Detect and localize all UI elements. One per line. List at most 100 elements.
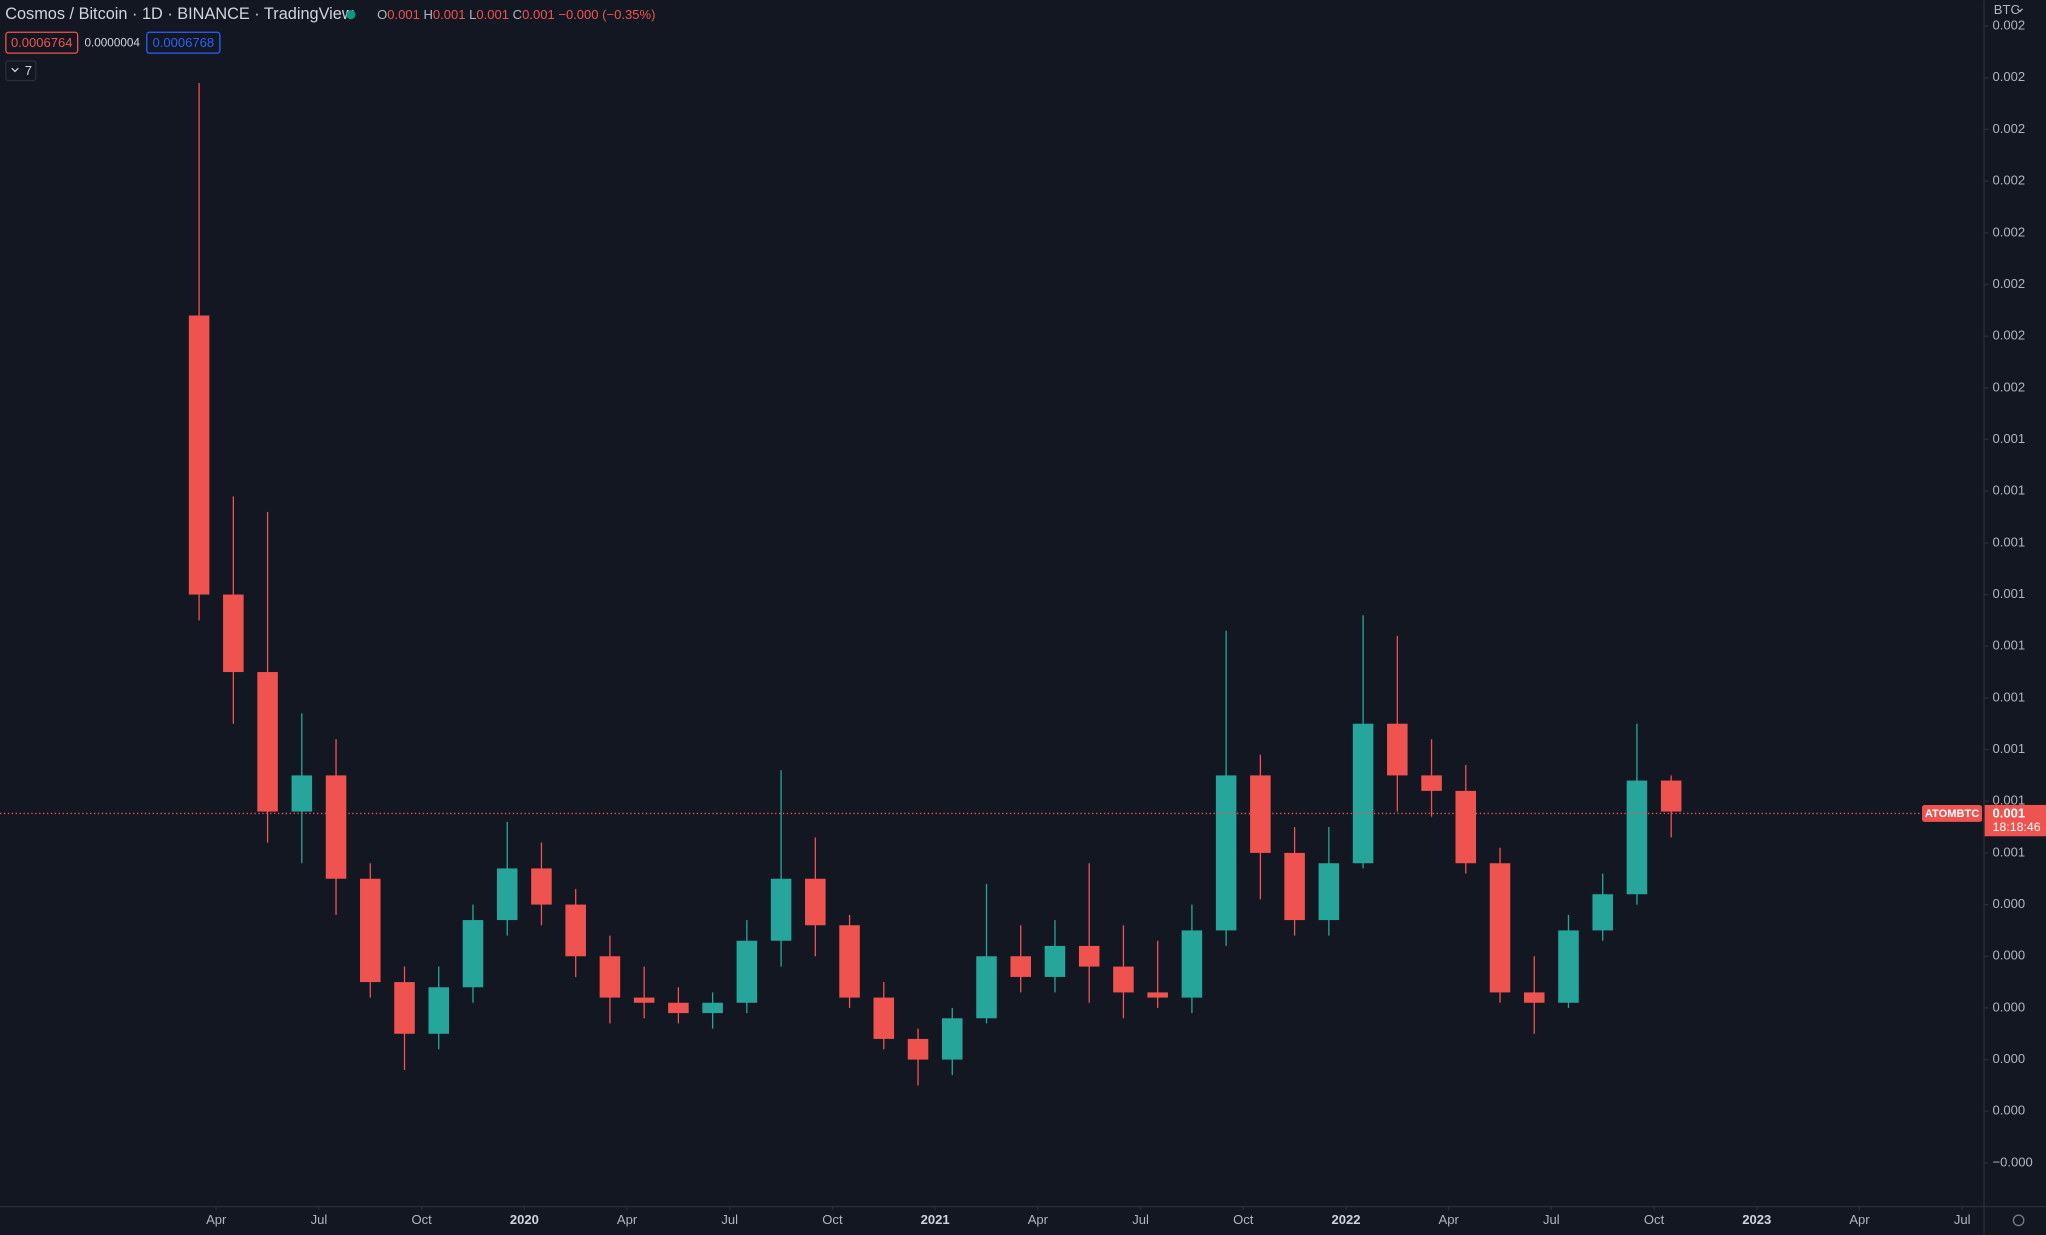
candle-body: [531, 868, 552, 905]
candle-body: [1147, 992, 1168, 998]
candle-body: [1181, 930, 1203, 998]
candle-body: [1078, 945, 1100, 967]
y-tick-label: 0.001: [1993, 689, 2026, 704]
candle-body: [1660, 780, 1682, 812]
indicators-count[interactable]: 7: [25, 63, 32, 78]
candle-body: [633, 997, 655, 1003]
sell-button[interactable]: [5, 31, 79, 54]
candle-body: [1558, 930, 1579, 1003]
candle-body: [668, 1002, 689, 1014]
x-tick-label: Oct: [411, 1212, 432, 1227]
x-tick-label: Apr: [206, 1212, 227, 1227]
candle-body: [291, 775, 313, 812]
candle-body: [188, 315, 210, 595]
candle-body: [1352, 723, 1374, 864]
candle-body: [1044, 945, 1066, 977]
ohlc-value: 0.001: [476, 7, 509, 22]
y-tick-label: 0.001: [1993, 534, 2026, 549]
y-tick-label: 0.001: [1993, 483, 2026, 498]
candle-body: [428, 987, 450, 1034]
x-tick-label: 2020: [510, 1212, 539, 1227]
candle-body: [1250, 775, 1271, 853]
x-tick-label: Jul: [1543, 1212, 1560, 1227]
x-tick-label: Jul: [1954, 1212, 1971, 1227]
candle-body: [839, 925, 860, 998]
candle-body: [325, 775, 347, 879]
x-tick-label: 2023: [1742, 1212, 1771, 1227]
symbol-title[interactable]: Cosmos / Bitcoin · 1D · BINANCE · Tradin…: [5, 5, 354, 23]
y-tick-label: 0.001: [1993, 844, 2026, 859]
candle-body: [1455, 790, 1477, 864]
y-tick-label: 0.001: [1993, 793, 2026, 808]
candle-body: [496, 868, 518, 921]
y-tick-label: 0.002: [1993, 121, 2026, 136]
candle-body: [805, 878, 826, 926]
x-tick-label: Jul: [311, 1212, 328, 1227]
buy-button[interactable]: [146, 31, 221, 54]
y-tick-label: 0.000: [1993, 999, 2026, 1014]
settings-icon[interactable]: [2012, 1214, 2025, 1227]
candle-body: [907, 1038, 929, 1060]
candle-body: [941, 1018, 963, 1060]
price-tag: [1984, 804, 2046, 837]
candle-body: [976, 956, 997, 1019]
y-tick-label: 0.000: [1993, 896, 2026, 911]
x-tick-label: Jul: [1132, 1212, 1149, 1227]
candle-body: [1318, 863, 1340, 921]
y-tick-label: 0.000: [1993, 1103, 2026, 1118]
x-tick-label: 2021: [921, 1212, 950, 1227]
x-tick-label: 2022: [1331, 1212, 1360, 1227]
candle-body: [360, 878, 381, 983]
ohlc-key: H: [423, 7, 432, 22]
chevron-icon: [2016, 8, 2023, 13]
candle-body: [394, 982, 415, 1034]
candle-body: [1010, 956, 1032, 977]
candle-body: [1113, 966, 1134, 993]
y-tick-label: 0.002: [1993, 173, 2026, 188]
currency-label[interactable]: BTC: [1994, 2, 2020, 17]
candle-body: [257, 672, 278, 812]
y-tick-label: 0.000: [1993, 1051, 2026, 1066]
candle-body: [1489, 863, 1511, 993]
candle-body: [599, 956, 621, 998]
ohlc-value: 0.001: [433, 7, 466, 22]
candle-body: [1626, 780, 1648, 895]
ohlc-legend: O0.001 H0.001 L0.001 C0.001 −0.000 (−0.3…: [377, 7, 655, 22]
buy-price[interactable]: 0.0006768: [153, 35, 215, 50]
countdown: 18:18:46: [1993, 820, 2041, 834]
x-tick-label: Apr: [617, 1212, 638, 1227]
candle-body: [1387, 723, 1408, 776]
ohlc-value: 0.001: [522, 7, 555, 22]
ohlc-key: L: [469, 7, 476, 22]
candle-body: [1592, 894, 1613, 931]
symbol-tag: [1922, 804, 1983, 822]
sell-price[interactable]: 0.0006764: [11, 35, 73, 50]
candle-body: [565, 904, 586, 957]
price-tag-label: 0.001: [1993, 806, 2026, 821]
candle-body: [702, 1002, 723, 1014]
ohlc-value: 0.001: [387, 7, 420, 22]
x-tick-label: Oct: [822, 1212, 843, 1227]
candle-body: [770, 878, 792, 941]
symbol-tag-label: ATOMBTC: [1925, 808, 1979, 820]
candle-body: [736, 940, 758, 1003]
candle-body: [1215, 775, 1237, 931]
y-tick-label: 0.002: [1993, 328, 2026, 343]
market-status[interactable]: [346, 10, 356, 20]
candle-body: [873, 997, 895, 1039]
candle-body: [1421, 775, 1442, 791]
indicators-toggle[interactable]: [5, 60, 37, 82]
y-tick-label: 0.000: [1993, 948, 2026, 963]
x-tick-label: Apr: [1849, 1212, 1870, 1227]
x-tick-label: Apr: [1028, 1212, 1049, 1227]
ohlc-key: O: [377, 7, 387, 22]
spread: 0.0000004: [84, 36, 140, 49]
x-tick-label: Apr: [1439, 1212, 1460, 1227]
candle-body: [1523, 992, 1545, 1003]
y-tick-label: 0.002: [1993, 276, 2026, 291]
x-tick-label: Oct: [1233, 1212, 1254, 1227]
candle-body: [462, 920, 484, 988]
